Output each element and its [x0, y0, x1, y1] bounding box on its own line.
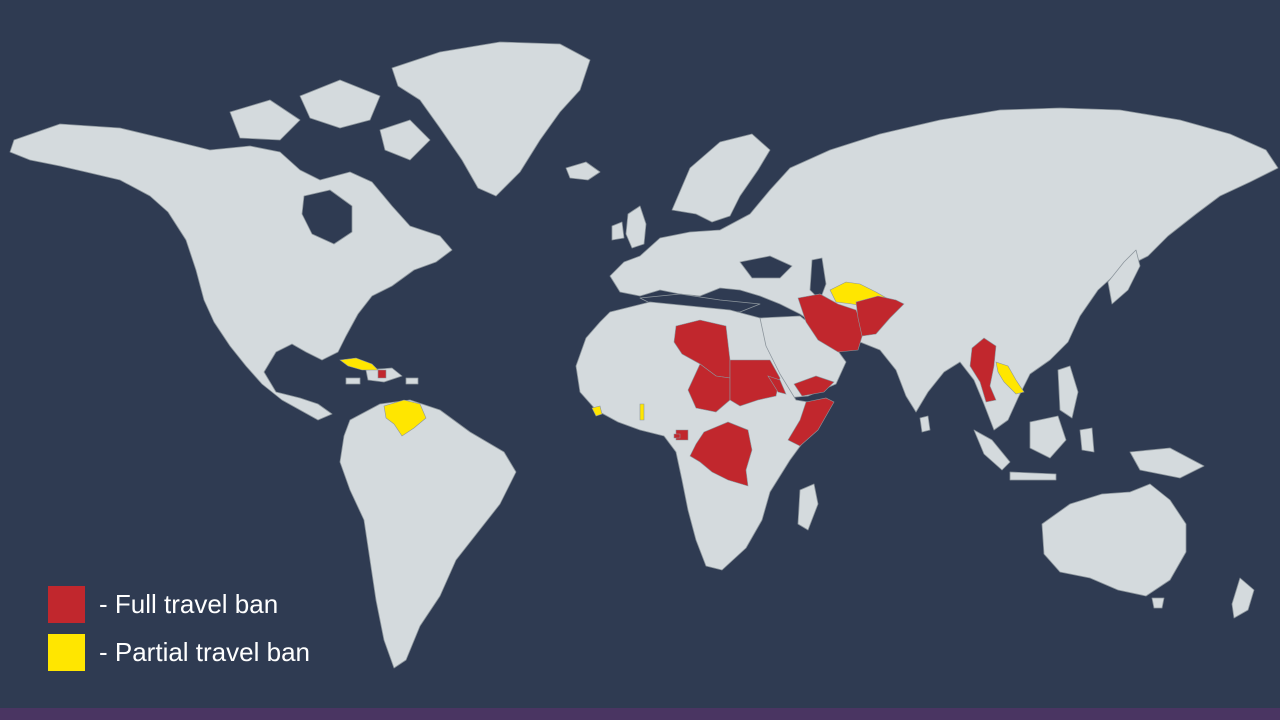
- greenland: [391, 41, 591, 197]
- canadian-arctic-islands: [229, 79, 431, 161]
- myanmar: [969, 337, 997, 403]
- ireland: [611, 221, 625, 241]
- afghanistan: [855, 295, 905, 337]
- yemen: [793, 375, 835, 397]
- laos: [995, 361, 1025, 395]
- japan: [1107, 249, 1141, 305]
- land: [9, 41, 1279, 669]
- eritrea: [767, 375, 787, 395]
- australia: [1041, 483, 1187, 597]
- haiti: [377, 369, 387, 379]
- legend-item-partial-ban: - Partial travel ban: [48, 628, 310, 676]
- south-america: [339, 399, 517, 669]
- legend-label-full-ban: - Full travel ban: [99, 588, 279, 619]
- legend-label-partial-ban: - Partial travel ban: [99, 636, 310, 667]
- great-britain: [625, 205, 647, 249]
- jamaica: [345, 377, 361, 385]
- sulawesi: [1079, 427, 1095, 453]
- full-ban-countries: [377, 293, 997, 487]
- philippines: [1057, 365, 1079, 419]
- madagascar: [797, 483, 819, 531]
- caspian-sea: [809, 257, 827, 301]
- eurasia: [609, 107, 1279, 431]
- iran: [797, 293, 865, 353]
- partial-ban-swatch: [48, 633, 85, 671]
- venezuela: [383, 399, 427, 437]
- new-zealand: [1231, 577, 1255, 619]
- legend-item-full-ban: - Full travel ban: [48, 580, 310, 628]
- new-guinea: [1129, 447, 1205, 479]
- dr-congo: [689, 421, 753, 487]
- tasmania: [1151, 597, 1165, 609]
- borneo: [1029, 415, 1067, 459]
- iceland: [565, 161, 601, 181]
- legend: - Full travel ban - Partial travel ban: [48, 580, 310, 676]
- hudson-bay: [301, 189, 353, 245]
- java: [1009, 471, 1057, 481]
- sudan: [729, 359, 781, 407]
- sierra-leone: [591, 405, 603, 417]
- scandinavia: [671, 133, 771, 223]
- sri-lanka: [919, 415, 931, 433]
- bottom-accent-bar: [0, 708, 1280, 720]
- somalia: [787, 397, 835, 447]
- full-ban-swatch: [48, 585, 85, 623]
- equatorial-guinea: [673, 433, 681, 439]
- puerto-rico: [405, 377, 419, 385]
- sumatra: [973, 429, 1011, 471]
- black-sea: [739, 255, 793, 279]
- togo: [639, 403, 645, 421]
- chad: [687, 363, 731, 413]
